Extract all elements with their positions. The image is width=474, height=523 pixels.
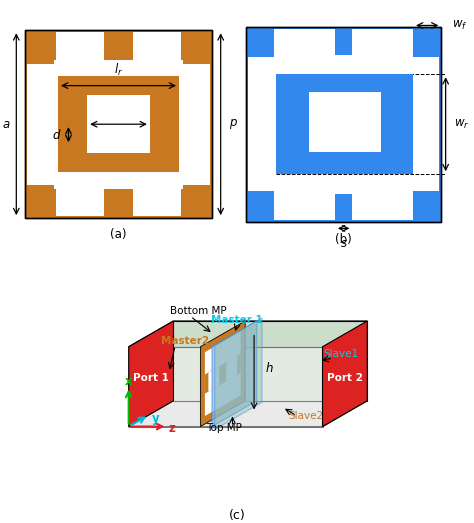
Bar (381, 74, 413, 174)
Bar (276, 144, 413, 174)
Text: (b): (b) (335, 233, 352, 246)
Bar (150, 76, 179, 172)
Bar (56, 189, 104, 216)
Bar (248, 57, 274, 191)
Polygon shape (226, 356, 237, 381)
Bar (309, 92, 381, 152)
Polygon shape (215, 318, 262, 429)
Bar (274, 29, 335, 57)
Bar (27, 64, 54, 185)
Text: (a): (a) (110, 229, 127, 242)
Text: Slave2: Slave2 (288, 411, 323, 420)
Text: h: h (266, 362, 273, 374)
Bar (87, 95, 150, 153)
Text: $a$: $a$ (1, 118, 10, 131)
Polygon shape (201, 321, 245, 427)
Bar (58, 76, 87, 172)
Bar (274, 191, 335, 220)
Bar (413, 57, 439, 191)
Text: Master2: Master2 (161, 336, 209, 346)
Bar (58, 76, 179, 104)
Text: Master 1: Master 1 (211, 315, 263, 325)
Text: $l_r$: $l_r$ (114, 62, 123, 78)
Text: $w_s$: $w_s$ (110, 105, 127, 118)
Text: Slave1: Slave1 (323, 349, 358, 359)
Bar (133, 189, 181, 216)
Text: Port 1: Port 1 (133, 373, 169, 383)
Text: z: z (169, 422, 176, 435)
Text: Port 2: Port 2 (327, 373, 363, 383)
Bar (352, 29, 413, 57)
Bar (183, 64, 210, 185)
Text: y: y (152, 412, 159, 425)
Polygon shape (205, 354, 241, 394)
Polygon shape (205, 332, 241, 416)
Text: $p$: $p$ (229, 117, 238, 131)
Bar (133, 32, 181, 60)
Polygon shape (128, 321, 173, 427)
Text: $w_f$: $w_f$ (452, 19, 468, 32)
Bar (352, 191, 413, 220)
Text: Top MP: Top MP (206, 423, 242, 433)
Polygon shape (209, 366, 219, 392)
Bar (274, 55, 413, 194)
Bar (58, 145, 179, 172)
Bar (54, 60, 183, 189)
Bar (276, 74, 413, 105)
Text: $s$: $s$ (340, 237, 347, 250)
Bar (56, 32, 104, 60)
Polygon shape (128, 321, 367, 347)
Polygon shape (128, 401, 367, 427)
Text: Bottom MP: Bottom MP (170, 306, 227, 316)
Text: $d$: $d$ (52, 128, 61, 142)
Polygon shape (322, 321, 367, 427)
Text: x: x (124, 375, 132, 388)
Text: $w_r$: $w_r$ (455, 118, 470, 131)
Polygon shape (128, 347, 322, 427)
Text: (c): (c) (228, 509, 246, 522)
Polygon shape (212, 321, 257, 427)
Bar (276, 74, 309, 174)
Polygon shape (173, 321, 367, 401)
